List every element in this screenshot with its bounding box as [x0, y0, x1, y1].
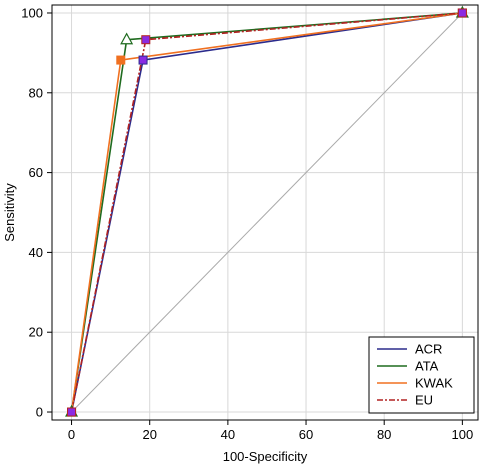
point-kwak: [116, 55, 126, 65]
legend-label-ata: ATA: [415, 359, 439, 374]
y-tick-label: 40: [29, 245, 43, 260]
x-tick-label: 80: [377, 427, 391, 442]
y-axis-label: Sensitivity: [2, 183, 17, 242]
axis-ticks: 0 20 40 60 80 100 0 20 40 60 80 100: [21, 5, 473, 442]
legend: ACR ATA KWAK EU: [368, 336, 475, 414]
reference-diagonal: [71, 12, 463, 413]
point-eu: [457, 8, 467, 18]
y-tick-label: 80: [29, 85, 43, 100]
plot-frame: [51, 4, 479, 421]
x-tick-label: 100: [452, 427, 474, 442]
y-tick-label: 20: [29, 325, 43, 340]
point-ata: [120, 32, 134, 45]
y-tick-label: 60: [29, 165, 43, 180]
y-tick-label: 0: [36, 405, 43, 420]
x-tick-label: 20: [142, 427, 156, 442]
x-tick-label: 40: [221, 427, 235, 442]
grid-lines: [52, 5, 478, 420]
legend-label-eu: EU: [415, 393, 433, 408]
series-line-eu: [70, 12, 463, 413]
y-tick-label: 100: [21, 5, 43, 20]
point-eu: [67, 407, 77, 417]
legend-label-acr: ACR: [415, 342, 442, 357]
legend-label-kwak: KWAK: [415, 376, 453, 391]
point-acr: [138, 55, 148, 65]
x-tick-label: 60: [299, 427, 313, 442]
series-layer: [65, 5, 469, 417]
x-axis-label: 100-Specificity: [223, 449, 308, 464]
point-eu: [141, 35, 151, 45]
x-tick-label: 0: [68, 427, 75, 442]
